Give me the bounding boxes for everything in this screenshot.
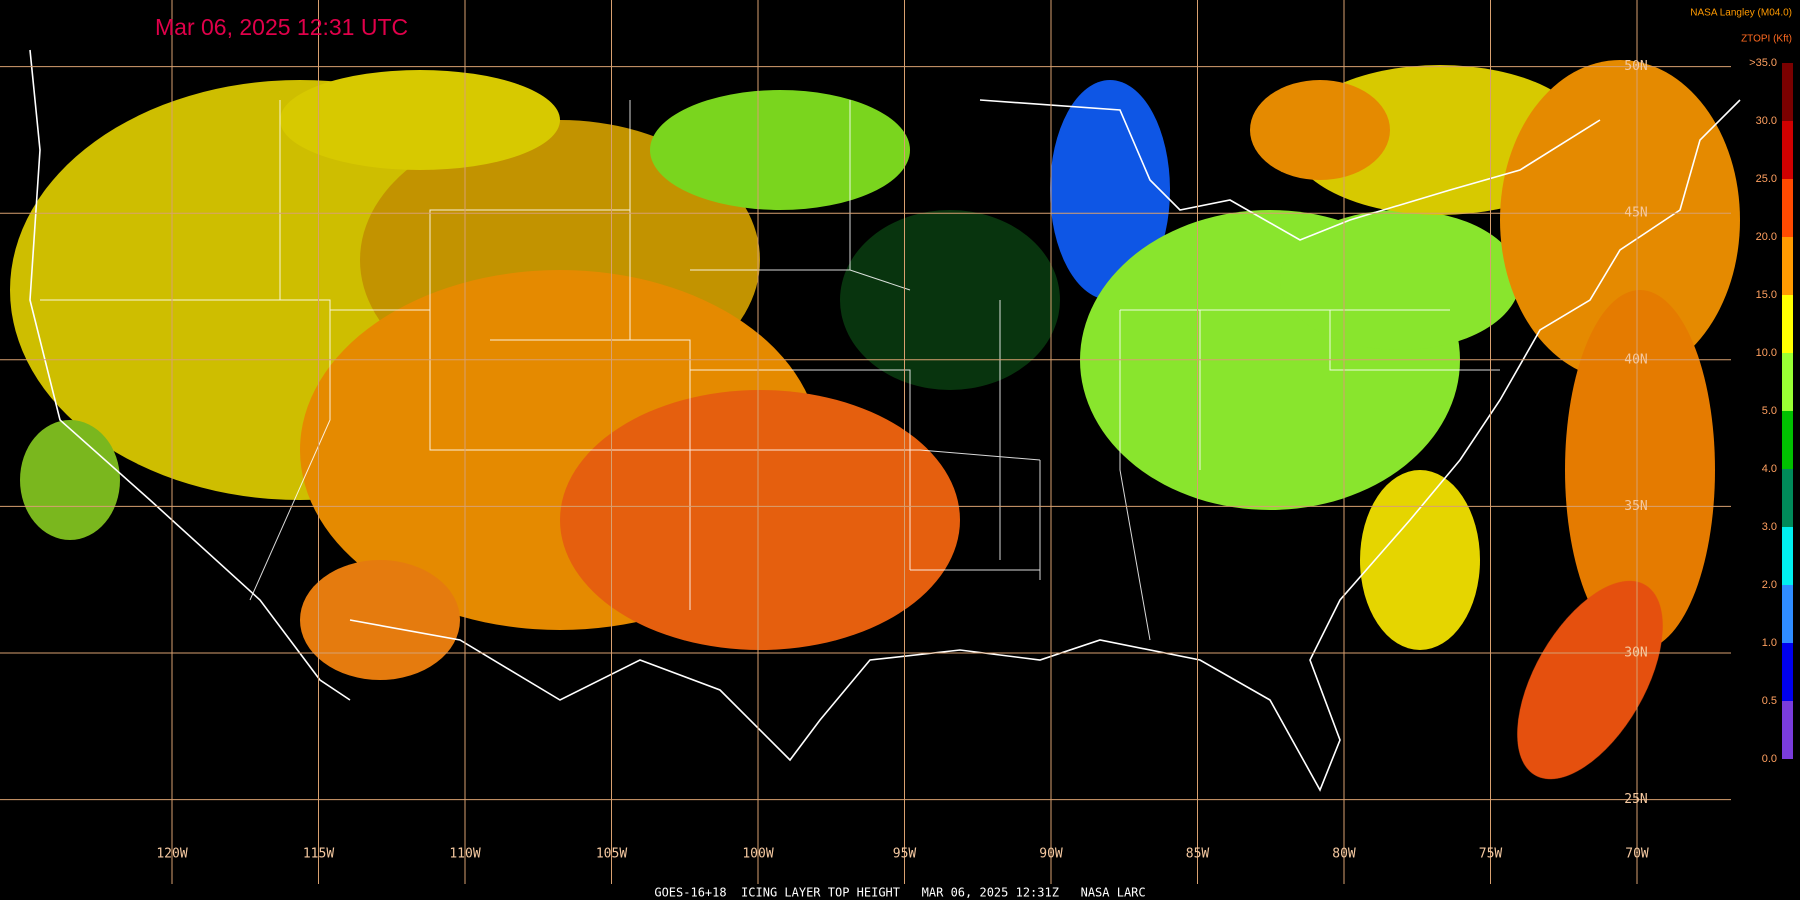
cloud-region	[1250, 80, 1390, 180]
cloud-region	[1517, 580, 1663, 780]
lat-label: 25N	[1624, 792, 1647, 807]
lat-label: 30N	[1624, 646, 1647, 661]
colorbar-segment	[1782, 585, 1793, 643]
colorbar-segment	[1782, 237, 1793, 295]
cloud-region	[1500, 60, 1740, 380]
colorbar-label: 15.0	[1756, 289, 1777, 301]
colorbar-segment	[1782, 179, 1793, 237]
cloud-region	[300, 560, 460, 680]
cloud-region	[1565, 290, 1715, 650]
colorbar-label: 4.0	[1762, 463, 1777, 475]
lon-label: 105W	[596, 847, 627, 862]
timestamp: Mar 06, 2025 12:31 UTC	[155, 14, 408, 40]
colorbar-segment	[1782, 527, 1793, 585]
colorbar-label: 5.0	[1762, 405, 1777, 417]
cloud-region	[20, 420, 120, 540]
lat-label: 35N	[1624, 499, 1647, 514]
lon-label: 100W	[742, 847, 773, 862]
cloud-region	[650, 90, 910, 210]
colorbar-segment	[1782, 469, 1793, 527]
cloud-region	[1280, 210, 1520, 350]
colorbar-label: 1.0	[1762, 637, 1777, 649]
lon-label: 120W	[156, 847, 187, 862]
graticule: 120W 115W 110W 105W 100W 95W 90W 85W 80W 75W 70W 50…	[0, 0, 1731, 884]
lon-label: 115W	[303, 847, 334, 862]
lon-label: 95W	[893, 847, 917, 862]
colorbar-segment	[1782, 121, 1793, 179]
lat-label: 40N	[1624, 352, 1647, 367]
caption: GOES-16+18 ICING LAYER TOP HEIGHT MAR 06…	[654, 886, 1145, 900]
lat-label: 45N	[1624, 206, 1647, 221]
colorbar-label: 0.5	[1762, 695, 1777, 707]
colorbar-label: 25.0	[1756, 173, 1777, 185]
colorbar-segment	[1782, 295, 1793, 353]
colorbar-segment	[1782, 411, 1793, 469]
colorbar-label: 2.0	[1762, 579, 1777, 591]
colorbar-segment	[1782, 63, 1793, 121]
colorbar-label: 20.0	[1756, 231, 1777, 243]
cloud-region	[840, 210, 1060, 390]
lon-label: 70W	[1625, 847, 1649, 862]
product-unit: ZTOPI (Kft)	[1741, 34, 1792, 45]
colorbar: >35.0 30.0 25.0 20.0 15.0 10.0 5.0 4.0 3.0 2.0 1.0…	[1749, 57, 1793, 765]
colorbar-segment	[1782, 643, 1793, 701]
cloud-region	[1050, 80, 1170, 300]
lon-label: 90W	[1039, 847, 1063, 862]
credit: NASA Langley (M04.0)	[1690, 8, 1792, 19]
colorbar-label: >35.0	[1749, 57, 1777, 69]
colorbar-label: 3.0	[1762, 521, 1777, 533]
colorbar-label: 30.0	[1756, 115, 1777, 127]
coastline	[29, 49, 1741, 792]
cloud-region	[1360, 470, 1480, 650]
lon-label: 75W	[1479, 847, 1503, 862]
lon-label: 110W	[449, 847, 480, 862]
lat-label: 50N	[1624, 59, 1647, 74]
colorbar-label: 10.0	[1756, 347, 1777, 359]
lon-label: 80W	[1332, 847, 1356, 862]
cloud-layer	[10, 60, 1740, 780]
colorbar-segment	[1782, 353, 1793, 411]
lon-label: 85W	[1186, 847, 1210, 862]
cloud-region	[280, 70, 560, 170]
cloud-region	[560, 390, 960, 650]
colorbar-label: 0.0	[1762, 753, 1777, 765]
colorbar-segment	[1782, 701, 1793, 759]
